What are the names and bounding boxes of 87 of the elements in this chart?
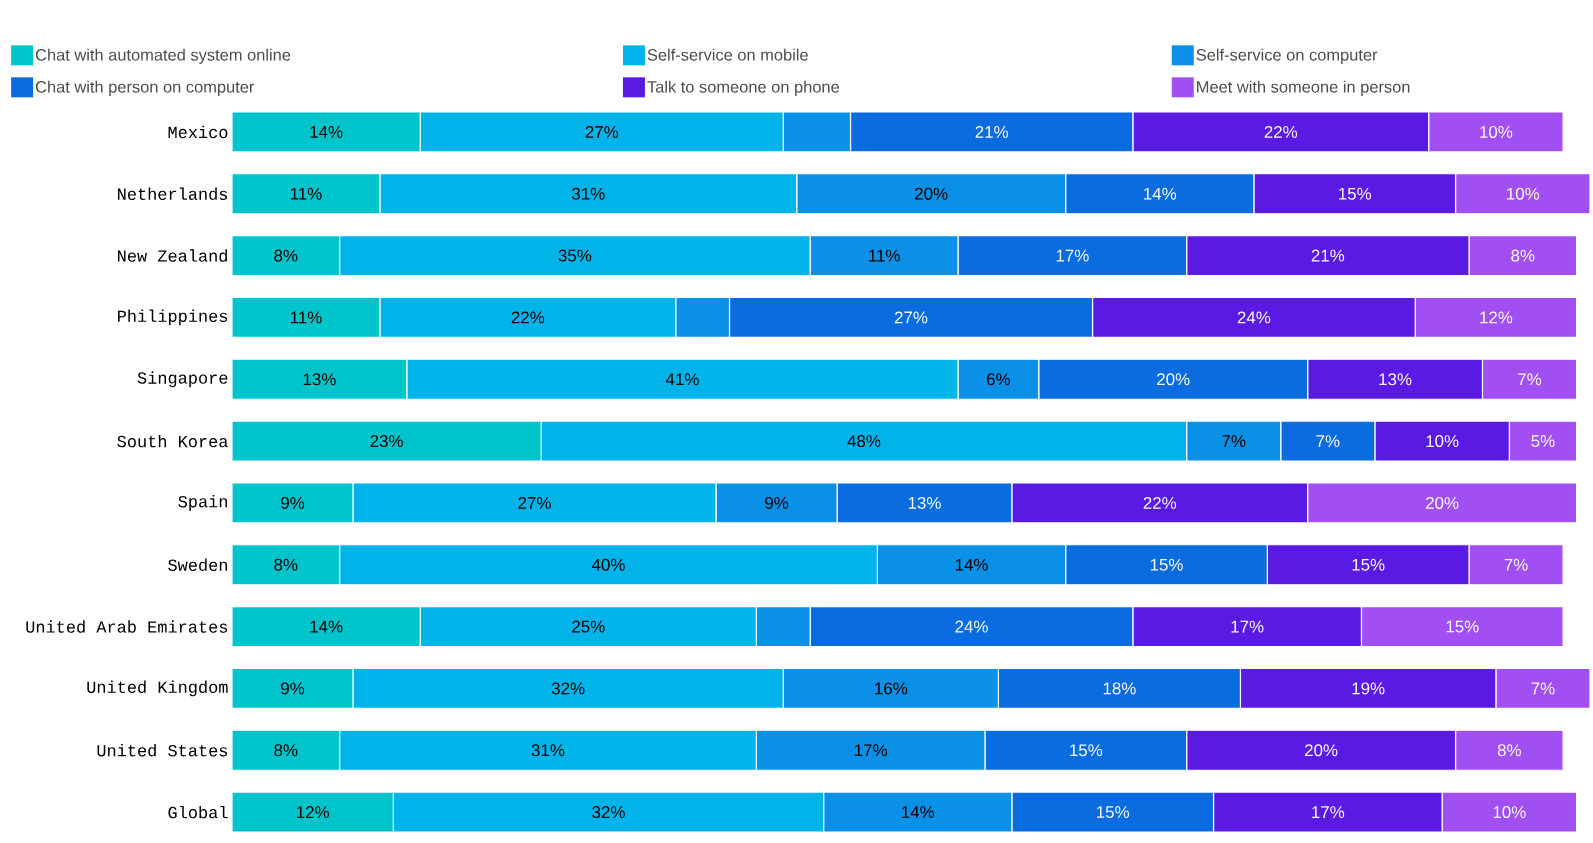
data-label: 14%: [310, 620, 343, 633]
data-label: 27%: [894, 311, 928, 324]
data-label: 5%: [1531, 435, 1555, 448]
data-label: 21%: [1311, 249, 1345, 262]
data-label: 20%: [915, 187, 948, 200]
data-label: 25%: [572, 620, 605, 633]
legend-label: Meet with someone in person: [1197, 80, 1410, 96]
data-label: 17%: [1056, 249, 1089, 262]
data-label: 8%: [274, 744, 298, 757]
data-label: 12%: [297, 806, 330, 819]
data-label: 19%: [1352, 682, 1385, 695]
y-tick-label: Sweden: [168, 558, 227, 571]
data-label: 11%: [290, 311, 322, 324]
data-label: 31%: [531, 744, 565, 757]
data-label: 15%: [1339, 187, 1372, 200]
data-label: 15%: [1446, 620, 1479, 633]
data-label: 7%: [1316, 435, 1340, 447]
data-label: 13%: [1379, 373, 1412, 386]
data-label: 35%: [558, 249, 592, 262]
data-label: 6%: [987, 373, 1011, 386]
data-label: 8%: [1497, 744, 1521, 757]
legend-label: Chat with person on computer: [35, 80, 255, 96]
data-label: 27%: [585, 125, 619, 138]
legend-label: Chat with automated system online: [35, 48, 291, 64]
data-label: 15%: [1150, 558, 1183, 571]
data-label: 8%: [274, 558, 298, 571]
legend-label: Self-service on mobile: [647, 48, 808, 61]
data-label: 32%: [551, 682, 585, 695]
data-label: 24%: [1237, 311, 1271, 324]
y-tick-label: Global: [168, 805, 228, 819]
data-label: 7%: [1531, 682, 1555, 695]
data-label: 40%: [591, 558, 625, 571]
legend-label: Self-service on computer: [1196, 48, 1378, 64]
data-label: 7%: [1222, 435, 1246, 447]
data-label: 41%: [665, 373, 699, 386]
data-label: 22%: [1264, 125, 1298, 138]
y-tick-label: Singapore: [137, 371, 228, 388]
data-label: 9%: [765, 496, 789, 509]
data-label: 15%: [1070, 744, 1103, 757]
y-tick-label: New Zealand: [118, 249, 227, 262]
data-label: 10%: [1493, 806, 1526, 819]
data-label: 48%: [847, 435, 881, 448]
data-label: 17%: [855, 744, 888, 757]
y-tick-label: United Arab Emirates: [26, 620, 228, 633]
data-label: 11%: [869, 249, 900, 262]
data-label: 21%: [975, 125, 1009, 138]
data-label: 17%: [1312, 806, 1345, 818]
data-label: 14%: [1144, 187, 1177, 200]
data-label: 20%: [1426, 496, 1459, 509]
data-label: 24%: [955, 620, 988, 633]
y-tick-label: United Kingdom: [87, 680, 228, 697]
y-tick-label: United States: [97, 744, 228, 757]
data-label: 32%: [592, 806, 625, 819]
data-label: 13%: [908, 496, 941, 509]
data-label: 8%: [274, 249, 298, 262]
y-tick-label: Philippines: [118, 309, 228, 326]
data-label: 15%: [1097, 806, 1130, 819]
data-label: 11%: [290, 187, 322, 200]
data-label: 7%: [1504, 558, 1528, 571]
data-label: 20%: [1157, 373, 1190, 386]
data-label: 12%: [1480, 311, 1513, 324]
data-label: 10%: [1426, 435, 1459, 448]
y-tick-label: Netherlands: [118, 187, 228, 200]
data-label: 9%: [281, 496, 305, 509]
data-label: 10%: [1507, 187, 1540, 200]
data-label: 14%: [955, 558, 988, 571]
data-label: 9%: [281, 682, 305, 695]
y-tick-label: Mexico: [168, 125, 228, 139]
y-tick-label: Spain: [178, 495, 227, 511]
data-label: 7%: [1518, 373, 1542, 386]
data-label: 23%: [370, 435, 403, 448]
data-label: 13%: [303, 373, 336, 386]
y-tick-label: South Korea: [117, 434, 228, 448]
data-label: 27%: [518, 496, 551, 509]
data-label: 31%: [572, 187, 605, 200]
data-label: 17%: [1231, 620, 1264, 633]
data-label: 20%: [1305, 744, 1338, 757]
data-label: 14%: [902, 806, 935, 818]
data-label: 10%: [1480, 125, 1513, 138]
data-label: 14%: [310, 125, 343, 138]
data-label: 22%: [511, 311, 545, 324]
data-label: 16%: [875, 682, 908, 695]
data-label: 15%: [1352, 558, 1385, 571]
data-label: 22%: [1143, 496, 1177, 509]
data-label: 18%: [1103, 682, 1136, 695]
legend-label: Talk to someone on phone: [647, 80, 839, 96]
data-label: 8%: [1511, 249, 1535, 262]
